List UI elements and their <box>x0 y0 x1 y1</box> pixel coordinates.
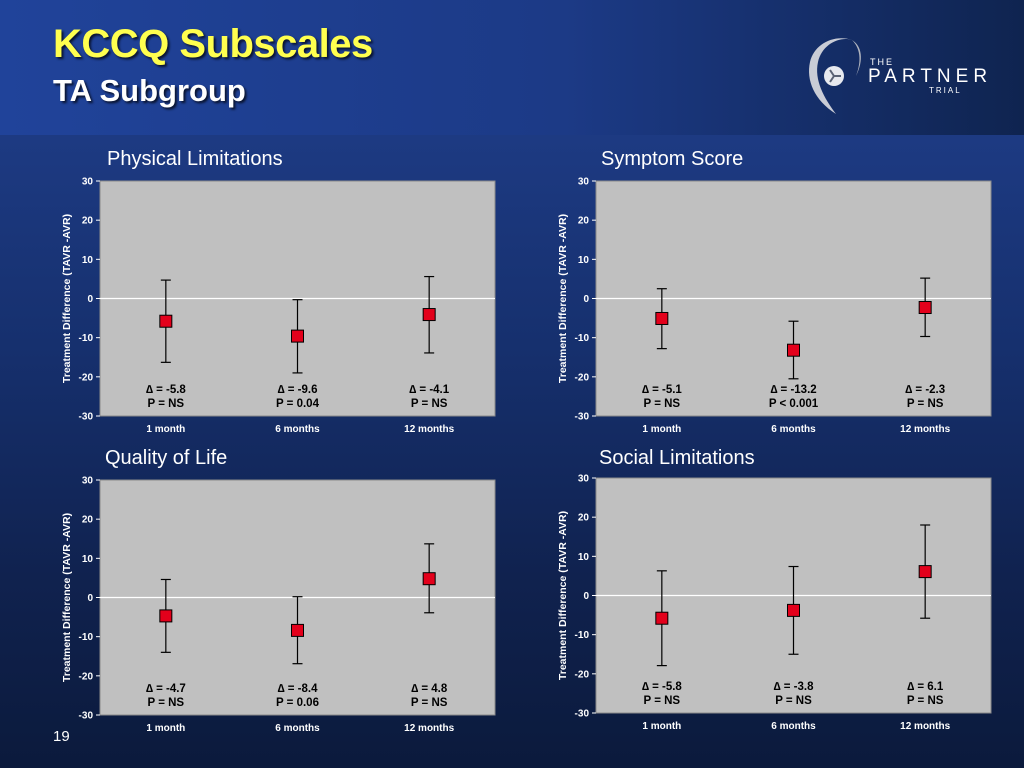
page-number: 19 <box>53 728 70 745</box>
slide-title: KCCQ Subscales <box>53 22 373 66</box>
y-tick-label: -30 <box>79 711 94 722</box>
y-tick-label: -20 <box>575 669 590 680</box>
p-value-label: P = NS <box>907 398 944 410</box>
y-tick-label: 10 <box>578 552 590 563</box>
p-value-label: P = NS <box>644 695 681 707</box>
data-point-marker <box>655 311 669 325</box>
p-value-label: P = NS <box>148 398 185 410</box>
data-point-marker <box>787 343 800 357</box>
x-tick-label-1-month: 1 month <box>642 721 681 732</box>
chart-physical-limitations: 30 20 10 0 -10 -20 -30 Treatment Difference (TA… <box>61 177 496 435</box>
delta-label: ∆ = -5.8 <box>146 384 187 396</box>
y-tick-label: 0 <box>87 294 93 305</box>
y-tick-label: -10 <box>79 632 94 643</box>
y-tick-label: -30 <box>575 709 590 720</box>
delta-label: ∆ = -4.1 <box>409 384 450 396</box>
chart-symptom-score: 30 20 10 0 -10 -20 -30 Treatment Difference (TA… <box>557 177 992 435</box>
chart-title-symptom-score: Symptom Score <box>601 148 744 170</box>
p-value-label: P = NS <box>411 398 448 410</box>
delta-label: ∆ = -4.7 <box>146 683 186 695</box>
data-point-marker <box>159 314 173 328</box>
y-tick-label: -20 <box>79 671 94 682</box>
slide-subtitle: TA Subgroup <box>53 73 246 108</box>
x-tick-label-6-months: 6 months <box>275 424 320 435</box>
y-tick-label: -10 <box>575 333 590 344</box>
x-tick-label-12-months: 12 months <box>404 723 454 734</box>
x-tick-label-12-months: 12 months <box>900 721 950 732</box>
y-tick-label: 10 <box>82 255 94 266</box>
y-tick-label: 30 <box>578 177 590 188</box>
y-tick-label: -30 <box>79 412 94 423</box>
data-point-marker <box>918 301 932 315</box>
x-tick-label-6-months: 6 months <box>771 424 816 435</box>
x-tick-label-12-months: 12 months <box>900 424 950 435</box>
p-value-label: P = NS <box>148 697 185 709</box>
delta-label: ∆ = -5.1 <box>642 384 683 396</box>
y-axis-label: Treatment Difference (TAVR -AVR) <box>61 214 73 383</box>
y-tick-label: 30 <box>82 177 94 188</box>
delta-label: ∆ = -2.3 <box>905 384 945 396</box>
data-point-marker <box>918 565 932 579</box>
data-point-marker <box>422 308 436 322</box>
data-point-marker <box>422 572 436 586</box>
y-tick-label: 30 <box>578 474 590 485</box>
y-axis-label: Treatment Difference (TAVR -AVR) <box>61 513 73 682</box>
delta-label: ∆ = -3.8 <box>774 681 815 693</box>
y-tick-label: 0 <box>583 591 589 602</box>
p-value-label: P = NS <box>775 695 812 707</box>
data-point-marker <box>159 609 173 623</box>
delta-label: ∆ = -9.6 <box>278 384 318 396</box>
y-tick-label: 30 <box>82 476 94 487</box>
p-value-label: P = NS <box>644 398 681 410</box>
x-tick-label-6-months: 6 months <box>275 723 320 734</box>
y-tick-label: -10 <box>575 630 590 641</box>
y-tick-label: 20 <box>578 513 590 524</box>
delta-label: ∆ = -5.8 <box>642 681 683 693</box>
y-tick-label: 10 <box>82 554 94 565</box>
logo-partner-text: PARTNER <box>868 66 993 87</box>
delta-label: ∆ = 4.8 <box>411 683 448 695</box>
chart-title-quality-of-life: Quality of Life <box>105 447 228 469</box>
y-tick-label: 0 <box>87 593 93 604</box>
partner-trial-logo: THE PARTNER TRIAL <box>806 30 1006 122</box>
y-tick-label: -30 <box>575 412 590 423</box>
x-tick-label-6-months: 6 months <box>771 721 816 732</box>
data-point-marker <box>291 329 304 343</box>
y-tick-label: 0 <box>583 294 589 305</box>
data-point-marker <box>787 603 800 617</box>
p-value-label: P < 0.001 <box>769 398 819 410</box>
delta-label: ∆ = -13.2 <box>770 384 816 396</box>
y-tick-label: -10 <box>79 333 94 344</box>
slide-header <box>0 0 1024 135</box>
delta-label: ∆ = -8.4 <box>278 683 319 695</box>
y-tick-label: 10 <box>578 255 590 266</box>
chart-quality-of-life: 30 20 10 0 -10 -20 -30 Treatment Difference (TA… <box>61 476 496 734</box>
y-axis-label: Treatment Difference (TAVR -AVR) <box>557 214 569 383</box>
logo-the-text: THE <box>870 57 894 67</box>
heart-valve-icon <box>809 38 861 114</box>
chart-social-limitations: 30 20 10 0 -10 -20 -30 Treatment Difference (TA… <box>557 474 992 732</box>
x-tick-label-1-month: 1 month <box>146 424 185 435</box>
logo-trial-text: TRIAL <box>929 86 962 95</box>
chart-title-social-limitations: Social Limitations <box>599 447 755 469</box>
p-value-label: P = NS <box>907 695 944 707</box>
chart-title-physical-limitations: Physical Limitations <box>107 148 283 170</box>
x-tick-label-12-months: 12 months <box>404 424 454 435</box>
y-tick-label: -20 <box>575 372 590 383</box>
p-value-label: P = NS <box>411 697 448 709</box>
data-point-marker <box>291 623 304 637</box>
delta-label: ∆ = 6.1 <box>907 681 944 693</box>
x-tick-label-1-month: 1 month <box>642 424 681 435</box>
y-tick-label: -20 <box>79 372 94 383</box>
x-tick-label-1-month: 1 month <box>146 723 185 734</box>
y-tick-label: 20 <box>82 515 94 526</box>
p-value-label: P = 0.06 <box>276 697 319 709</box>
y-tick-label: 20 <box>82 216 94 227</box>
y-axis-label: Treatment Difference (TAVR -AVR) <box>557 511 569 680</box>
p-value-label: P = 0.04 <box>276 398 320 410</box>
data-point-marker <box>655 611 669 625</box>
y-tick-label: 20 <box>578 216 590 227</box>
